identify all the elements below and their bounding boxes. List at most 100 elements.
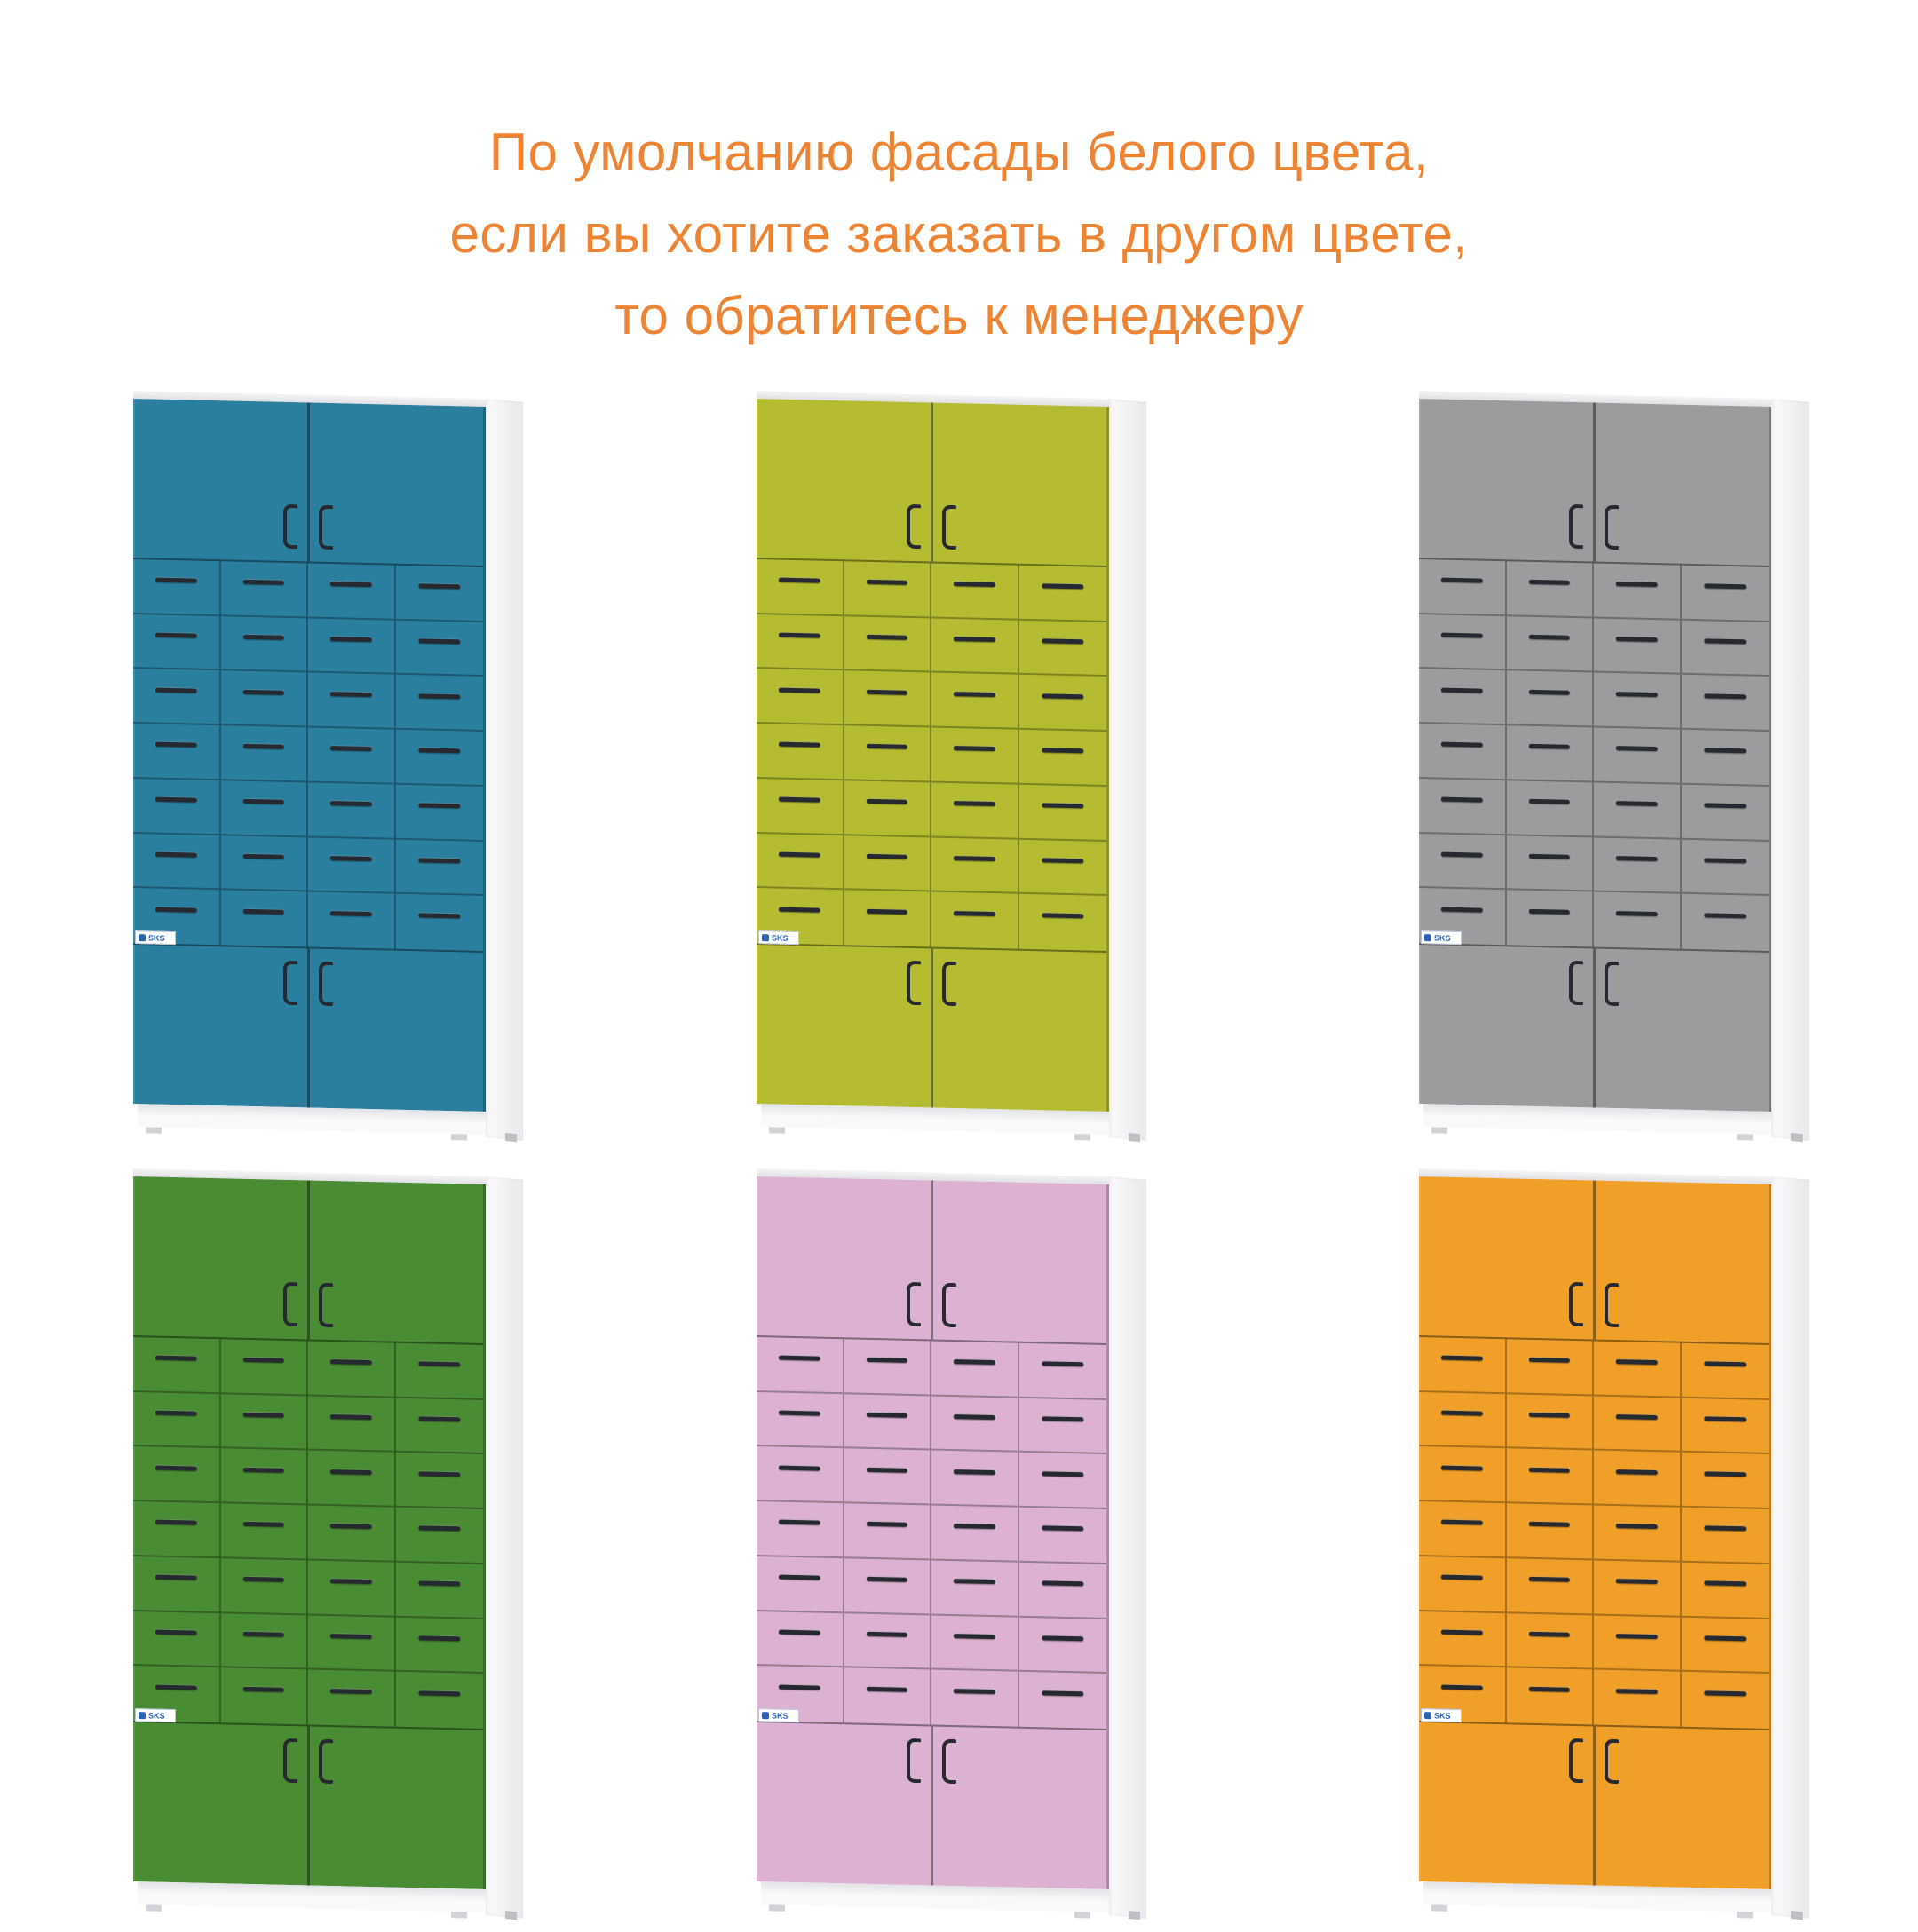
drawer [757,1337,844,1394]
drawer-handle-icon [330,582,372,588]
drawer [844,1339,931,1397]
drawer-handle-icon [1704,858,1747,864]
drawer [1594,1505,1682,1563]
cabinet-foot [146,1127,162,1134]
drawer [1506,1612,1594,1670]
drawer [308,618,396,676]
drawer [1681,729,1769,787]
drawer-handle-icon [1042,1471,1084,1477]
drawer-handle-icon [1704,1690,1747,1697]
brand-label: SKS [1434,1710,1451,1721]
drawer [931,782,1019,840]
drawer-handle-icon [1441,1574,1483,1580]
drawer [395,1617,483,1675]
brand-badge: SKS [135,930,176,946]
drawer [1018,565,1106,622]
drawer [1018,1617,1106,1675]
drawer-handle-icon [1616,855,1658,861]
cabinet-front: SKS [133,399,486,1112]
door-gap [930,948,933,1108]
drawer [220,1667,308,1725]
drawer-handle-icon [418,1635,461,1642]
drawer [931,727,1019,785]
drawer-handle-icon [1528,1358,1570,1364]
cabinet-front: SKS [757,399,1109,1112]
drawer [1018,839,1106,897]
drawer [844,835,931,892]
drawer-handle-icon [155,577,197,583]
drawer [308,1450,396,1508]
drawer-handle-icon [1616,637,1658,643]
cabinet-foot [505,1133,517,1143]
upper-doors [1419,1176,1769,1345]
drawer [844,1448,931,1506]
drawer [1019,894,1107,951]
drawer-handle-icon [155,1574,197,1580]
drawer-handle-icon [155,1410,197,1416]
door-gap [1592,1726,1596,1886]
door-gap [306,1726,310,1886]
drawer [220,890,308,947]
cabinet-foot [1074,1134,1090,1141]
drawer-handle-icon [1704,803,1747,809]
cabinet-front: SKS [757,1176,1109,1890]
drawer-handle-icon [954,1469,995,1475]
drawer [395,565,483,622]
drawer [1419,1391,1507,1449]
drawer-handle-icon [1441,1465,1483,1471]
drawer [1018,620,1106,677]
drawer [220,1339,308,1397]
drawer [1018,675,1106,732]
drawer-handle-icon [1441,1410,1483,1416]
drawer-grid [1419,559,1769,953]
drawer [757,669,844,726]
drawer-handle-icon [1704,1635,1747,1642]
drawer-handle-icon [866,909,907,915]
cabinet-foot [1737,1912,1753,1919]
door-handle-icon [907,503,921,550]
drawer-handle-icon [1616,911,1658,917]
drawer [757,1556,844,1613]
upper-doors [133,1176,483,1345]
drawer-handle-icon [242,1631,284,1637]
drawer [308,782,396,840]
title-line-3: то обратитесь к менеджеру [614,286,1304,345]
drawer [757,1446,844,1504]
cabinet-foot [1431,1904,1447,1912]
drawer [220,1558,308,1616]
drawer-handle-icon [1042,1361,1084,1367]
drawer [1681,1453,1769,1510]
drawer [844,725,931,783]
drawer-handle-icon [1042,913,1084,919]
drawer [1681,784,1769,842]
drawer-handle-icon [1042,638,1084,645]
drawer-handle-icon [418,1580,461,1587]
drawer-handle-icon [954,1524,995,1530]
drawer [1419,614,1507,671]
drawer-handle-icon [779,1684,820,1690]
door-gap [1592,402,1596,562]
brand-label: SKS [1434,932,1451,943]
drawer [844,1503,931,1561]
drawer-grid [757,559,1106,953]
door-handle-icon [319,1738,333,1785]
drawer [133,1611,221,1668]
drawer [931,1341,1019,1398]
drawer-handle-icon [330,1689,372,1695]
drawer-handle-icon [866,798,907,804]
drawer-handle-icon [155,1629,197,1635]
brand-badge: SKS [1421,1708,1462,1723]
drawer [1506,1448,1594,1506]
drawer-handle-icon [779,907,820,913]
drawer [396,1672,484,1729]
drawer [1506,1393,1594,1451]
brand-logo-icon [139,1711,146,1719]
drawer [133,669,221,726]
drawer-handle-icon [1441,1355,1483,1361]
drawer-handle-icon [1528,1467,1570,1473]
drawer-handle-icon [242,1522,284,1528]
cabinet-foot [769,1904,785,1912]
drawer-handle-icon [330,1414,372,1421]
door-handle-icon [942,961,956,1007]
drawer [220,725,308,783]
